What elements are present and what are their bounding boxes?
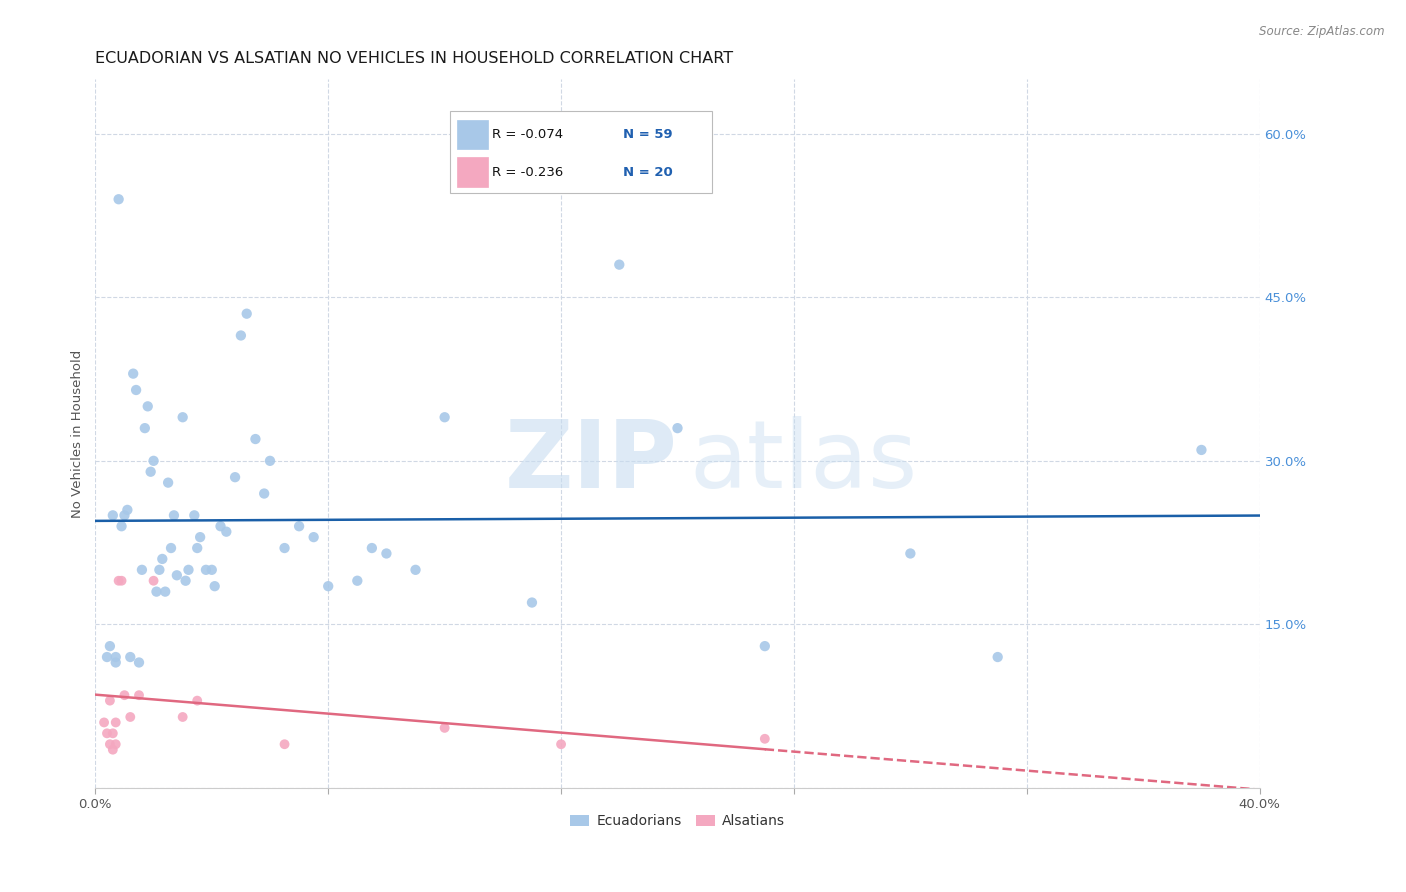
Point — [520, 595, 543, 609]
Point — [177, 563, 200, 577]
Text: R = -0.074: R = -0.074 — [492, 128, 564, 141]
Point — [139, 465, 162, 479]
Point — [128, 656, 150, 670]
Point — [128, 688, 150, 702]
Point — [104, 737, 127, 751]
Point — [148, 563, 170, 577]
Text: R = -0.236: R = -0.236 — [492, 166, 564, 178]
FancyBboxPatch shape — [457, 157, 488, 187]
Point — [163, 508, 186, 523]
Point — [107, 192, 129, 206]
Point — [160, 541, 183, 555]
Point — [433, 721, 456, 735]
Point — [104, 650, 127, 665]
Point — [224, 470, 246, 484]
Text: ZIP: ZIP — [505, 416, 678, 508]
FancyBboxPatch shape — [450, 112, 713, 193]
Text: N = 20: N = 20 — [623, 166, 672, 178]
Point — [346, 574, 368, 588]
Point — [134, 421, 156, 435]
Point — [607, 258, 630, 272]
Point — [666, 421, 689, 435]
Point — [98, 639, 121, 653]
Point — [987, 650, 1010, 665]
Point — [754, 639, 776, 653]
Point — [209, 519, 232, 533]
Point — [253, 486, 276, 500]
Point — [96, 650, 118, 665]
Point — [98, 693, 121, 707]
Point — [754, 731, 776, 746]
Point — [433, 410, 456, 425]
Text: ECUADORIAN VS ALSATIAN NO VEHICLES IN HOUSEHOLD CORRELATION CHART: ECUADORIAN VS ALSATIAN NO VEHICLES IN HO… — [96, 51, 734, 66]
Text: Source: ZipAtlas.com: Source: ZipAtlas.com — [1260, 25, 1385, 38]
Point — [259, 454, 281, 468]
Point — [405, 563, 427, 577]
Point — [101, 742, 124, 756]
Point — [186, 541, 208, 555]
Text: atlas: atlas — [689, 416, 917, 508]
Text: N = 59: N = 59 — [623, 128, 672, 141]
Point — [117, 503, 139, 517]
Point — [360, 541, 382, 555]
Point — [229, 328, 252, 343]
Point — [93, 715, 115, 730]
Point — [96, 726, 118, 740]
Point — [898, 547, 921, 561]
Point — [120, 650, 142, 665]
Point — [155, 584, 177, 599]
FancyBboxPatch shape — [457, 120, 488, 150]
Point — [273, 541, 295, 555]
Point — [120, 710, 142, 724]
Point — [142, 574, 165, 588]
Point — [101, 508, 124, 523]
Point — [316, 579, 339, 593]
Point — [114, 688, 136, 702]
Point — [145, 584, 167, 599]
Point — [150, 552, 173, 566]
Point — [375, 547, 398, 561]
Point — [204, 579, 226, 593]
Point — [104, 656, 127, 670]
Y-axis label: No Vehicles in Household: No Vehicles in Household — [72, 350, 84, 517]
Point — [245, 432, 267, 446]
Point — [215, 524, 238, 539]
Point — [110, 519, 132, 533]
Point — [157, 475, 180, 490]
Point — [183, 508, 205, 523]
Point — [166, 568, 188, 582]
Point — [110, 574, 132, 588]
Point — [201, 563, 224, 577]
Point — [172, 410, 194, 425]
Point — [174, 574, 197, 588]
Point — [114, 508, 136, 523]
Point — [172, 710, 194, 724]
Point — [188, 530, 211, 544]
Point — [107, 574, 129, 588]
Point — [122, 367, 145, 381]
Point — [136, 400, 159, 414]
Point — [98, 737, 121, 751]
Legend: Ecuadorians, Alsatians: Ecuadorians, Alsatians — [564, 809, 790, 834]
Point — [273, 737, 295, 751]
Point — [550, 737, 572, 751]
Point — [131, 563, 153, 577]
Point — [186, 693, 208, 707]
Point — [125, 383, 148, 397]
Point — [142, 454, 165, 468]
Point — [101, 726, 124, 740]
Point — [104, 715, 127, 730]
Point — [194, 563, 217, 577]
Point — [288, 519, 311, 533]
Point — [1191, 442, 1213, 457]
Point — [235, 307, 257, 321]
Point — [302, 530, 325, 544]
